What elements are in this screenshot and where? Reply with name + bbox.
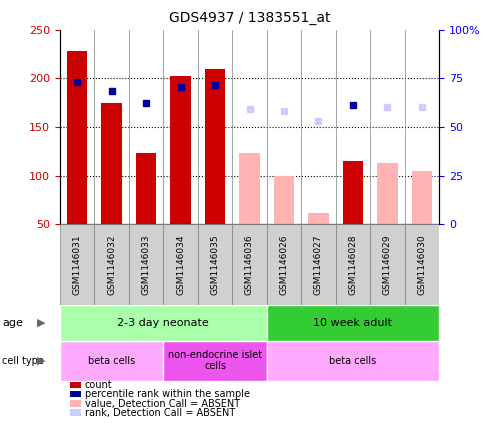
Bar	[267, 305, 439, 341]
Bar	[273, 176, 294, 224]
Text: GSM1146029: GSM1146029	[383, 234, 392, 295]
Text: non-endocrine islet
cells: non-endocrine islet cells	[168, 350, 262, 371]
Text: GSM1146030: GSM1146030	[417, 234, 426, 295]
Text: GSM1146034: GSM1146034	[176, 234, 185, 295]
Bar	[267, 224, 301, 305]
Bar	[405, 224, 439, 305]
Bar	[129, 224, 163, 305]
Bar	[370, 224, 405, 305]
Text: percentile rank within the sample: percentile rank within the sample	[85, 389, 250, 399]
Bar	[163, 341, 267, 381]
Bar	[163, 224, 198, 305]
Text: rank, Detection Call = ABSENT: rank, Detection Call = ABSENT	[85, 408, 235, 418]
Text: count: count	[85, 380, 112, 390]
Text: beta cells: beta cells	[88, 356, 135, 365]
Text: value, Detection Call = ABSENT: value, Detection Call = ABSENT	[85, 398, 240, 409]
Text: age: age	[2, 318, 23, 327]
Bar	[67, 51, 87, 224]
Text: GSM1146035: GSM1146035	[211, 234, 220, 295]
Text: cell type: cell type	[2, 356, 44, 365]
Bar	[239, 153, 260, 224]
Text: GSM1146033: GSM1146033	[142, 234, 151, 295]
Bar	[336, 224, 370, 305]
Text: GDS4937 / 1383551_at: GDS4937 / 1383551_at	[169, 11, 330, 25]
Text: 10 week adult: 10 week adult	[313, 318, 392, 327]
Text: ▶: ▶	[36, 318, 45, 327]
Bar	[170, 76, 191, 224]
Bar	[136, 153, 156, 224]
Text: GSM1146026: GSM1146026	[279, 234, 288, 295]
Text: GSM1146028: GSM1146028	[348, 234, 357, 295]
Bar	[412, 171, 432, 224]
Bar	[377, 163, 398, 224]
Text: GSM1146031: GSM1146031	[73, 234, 82, 295]
Bar	[60, 224, 94, 305]
Bar	[343, 161, 363, 224]
Text: 2-3 day neonate: 2-3 day neonate	[117, 318, 209, 327]
Text: GSM1146027: GSM1146027	[314, 234, 323, 295]
Bar	[60, 305, 267, 341]
Bar	[198, 224, 232, 305]
Bar	[267, 341, 439, 381]
Text: GSM1146036: GSM1146036	[245, 234, 254, 295]
Bar	[205, 69, 226, 224]
Bar	[232, 224, 267, 305]
Bar	[308, 212, 329, 224]
Bar	[101, 102, 122, 224]
Text: ▶: ▶	[36, 356, 45, 365]
Bar	[301, 224, 336, 305]
Bar	[60, 341, 163, 381]
Text: beta cells: beta cells	[329, 356, 377, 365]
Bar	[94, 224, 129, 305]
Text: GSM1146032: GSM1146032	[107, 234, 116, 295]
